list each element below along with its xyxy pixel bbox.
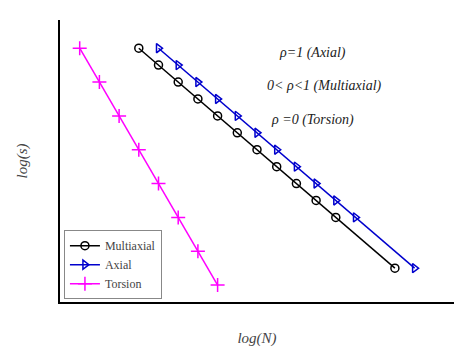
svg-text:log(N): log(N) bbox=[237, 330, 276, 347]
svg-text:Multiaxial: Multiaxial bbox=[105, 239, 156, 253]
svg-text:log(s): log(s) bbox=[14, 144, 31, 179]
svg-text:0< ρ<1 (Multiaxial): 0< ρ<1 (Multiaxial) bbox=[267, 78, 382, 94]
svg-text:Axial: Axial bbox=[105, 258, 132, 272]
svg-text:ρ=1 (Axial): ρ=1 (Axial) bbox=[279, 45, 346, 61]
svg-text:Torsion: Torsion bbox=[105, 277, 142, 291]
svg-text:ρ =0 (Torsion): ρ =0 (Torsion) bbox=[271, 112, 354, 128]
